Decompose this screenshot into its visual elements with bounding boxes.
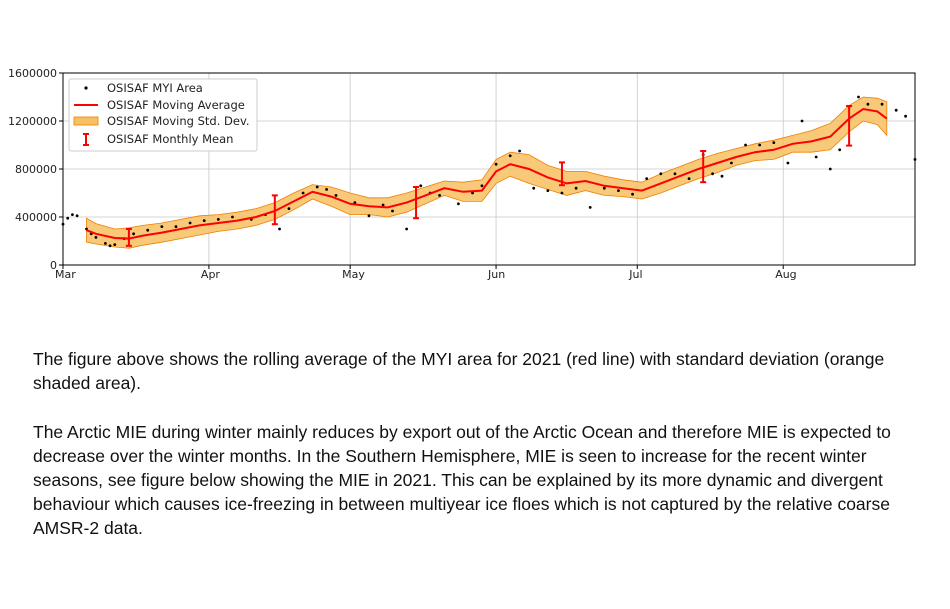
x-tick-label: Jul: [628, 268, 642, 281]
y-tick-label: 400000: [15, 211, 57, 224]
myi-area-point: [560, 191, 564, 195]
myi-area-point: [160, 225, 164, 229]
myi-area-point: [758, 143, 762, 147]
myi-area-point: [480, 184, 484, 188]
myi-area-point: [438, 194, 441, 197]
legend-label-moving-average: OSISAF Moving Average: [107, 98, 245, 112]
myi-area-point: [532, 186, 536, 190]
myi-area-point: [301, 191, 305, 195]
myi-area-point: [814, 155, 818, 159]
myi-area-point: [866, 102, 870, 106]
myi-area-point: [108, 244, 112, 248]
myi-area-point: [405, 227, 409, 231]
myi-area-point: [113, 243, 117, 247]
monthly-mean-errorbar: [413, 186, 420, 220]
myi-area-point: [231, 215, 234, 219]
myi-area-point: [588, 206, 592, 209]
myi-area-point: [315, 185, 319, 189]
myi-area-point: [894, 108, 898, 112]
chart-legend: OSISAF MYI Area OSISAF Moving Average OS…: [68, 78, 258, 152]
std-dev-band: [86, 96, 888, 249]
description-paragraph-2: The Arctic MIE during winter mainly redu…: [33, 422, 891, 538]
myi-area-point: [673, 172, 677, 176]
legend-monthly-marker: [83, 133, 89, 146]
moving-average-line: [86, 107, 888, 240]
y-tick-label: 1600000: [8, 67, 57, 80]
y-tick-label: 0: [50, 259, 57, 272]
y-axis-ticks: 0 400000 800000 1200000 1600000: [8, 67, 63, 272]
x-tick-label: Apr: [201, 268, 221, 281]
myi-area-point: [631, 192, 634, 196]
myi-area-point: [75, 214, 79, 218]
myi-area-point: [419, 184, 423, 188]
x-tick-label: Aug: [775, 268, 796, 281]
description-paragraph-1: The figure above shows the rolling avera…: [33, 349, 885, 393]
myi-area-point: [353, 201, 357, 205]
x-tick-label: Mar: [55, 268, 76, 281]
myi-area-point: [103, 242, 107, 245]
myi-area-point: [287, 207, 291, 211]
y-tick-label: 800000: [15, 163, 57, 176]
monthly-mean-errorbar: [125, 228, 132, 247]
myi-area-point: [828, 167, 832, 171]
myi-area-point: [132, 232, 136, 236]
myi-area-chart: 0 400000 800000 1200000 1600000 Mar Apr May Jun…: [8, 67, 917, 281]
myi-area-point: [146, 228, 150, 232]
myi-area-point: [216, 218, 220, 221]
myi-area-point: [494, 162, 498, 166]
x-tick-label: May: [342, 268, 365, 281]
y-tick-label: 1200000: [8, 115, 57, 128]
monthly-mean-errorbars: [125, 105, 853, 247]
myi-area-point: [546, 189, 550, 193]
legend-label-std-dev: OSISAF Moving Std. Dev.: [107, 114, 250, 128]
legend-std-marker: [73, 116, 99, 126]
myi-area-point: [202, 219, 206, 223]
myi-area-point: [602, 186, 606, 190]
myi-area-point: [913, 158, 917, 161]
myi-area-point: [391, 209, 394, 213]
legend-scatter-marker: [84, 86, 88, 90]
monthly-mean-errorbar: [846, 105, 853, 147]
myi-area-point: [508, 154, 512, 158]
myi-area-point: [744, 143, 747, 147]
myi-area-point: [367, 214, 371, 218]
monthly-mean-errorbar: [558, 161, 565, 187]
myi-area-point: [800, 119, 804, 123]
monthly-mean-errorbar: [700, 150, 707, 184]
myi-area-point: [617, 189, 620, 193]
myi-area-point: [687, 177, 691, 181]
legend-label-monthly-mean: OSISAF Monthly Mean: [107, 132, 233, 146]
myi-area-point: [471, 191, 474, 195]
myi-area-point: [880, 102, 884, 106]
myi-area-point: [457, 202, 460, 206]
myi-area-point: [66, 216, 70, 220]
myi-area-point: [174, 225, 178, 229]
myi-area-point: [61, 222, 65, 226]
myi-area-point: [838, 148, 842, 152]
myi-area-point: [94, 236, 98, 239]
legend-label-myi-area: OSISAF MYI Area: [107, 81, 203, 95]
myi-area-point: [772, 141, 776, 145]
myi-area-point: [71, 213, 74, 217]
myi-area-point: [857, 95, 860, 99]
myi-area-point: [574, 186, 578, 190]
legend-box: [68, 78, 258, 152]
myi-area-point: [711, 172, 714, 176]
monthly-mean-errorbar: [271, 194, 278, 226]
myi-area-point: [334, 194, 338, 197]
x-tick-label: Jun: [487, 268, 505, 281]
myi-area-point: [904, 114, 907, 118]
myi-area-point: [659, 172, 663, 176]
myi-area-point: [278, 227, 281, 231]
myi-area-point: [381, 203, 385, 207]
myi-area-point: [786, 161, 790, 165]
myi-area-point: [188, 221, 192, 225]
myi-area-point: [645, 177, 649, 181]
myi-area-point: [325, 188, 329, 191]
myi-area-point: [730, 161, 733, 165]
myi-area-point: [518, 149, 521, 153]
x-axis-ticks: Mar Apr May Jun Jul Aug: [55, 265, 797, 281]
myi-area-point: [720, 174, 724, 178]
